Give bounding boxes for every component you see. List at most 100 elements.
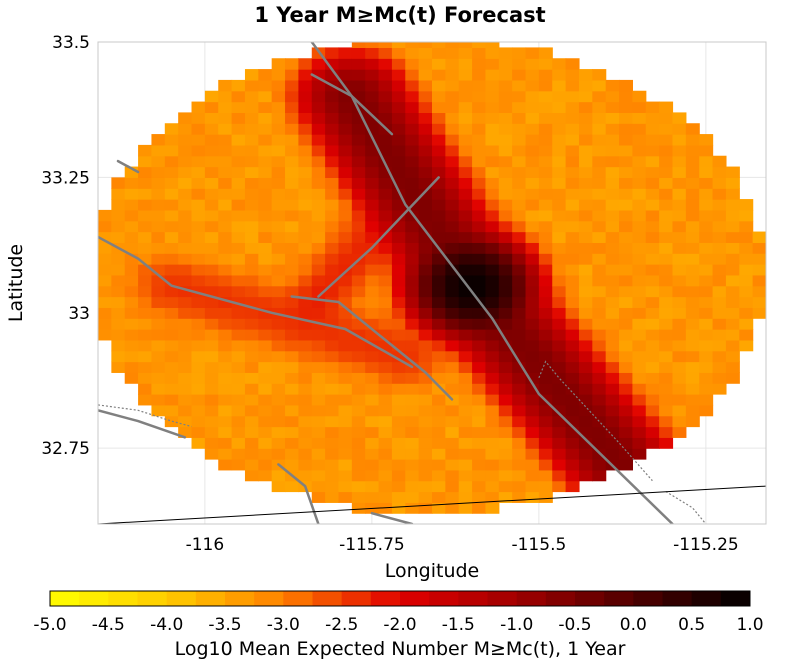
heat-cell-907 <box>432 231 446 243</box>
heat-cell-313 <box>244 285 259 298</box>
heat-cell-1015 <box>472 491 487 503</box>
heat-cell-1532 <box>645 437 660 449</box>
heat-cell-431 <box>285 274 299 287</box>
heat-cell-74 <box>151 404 166 417</box>
heat-cell-1287 <box>552 296 567 308</box>
heat-cell-1053 <box>472 79 487 92</box>
heat-cell-958 <box>445 155 460 168</box>
heat-cell-1626 <box>685 415 700 428</box>
heat-cell-414 <box>285 459 299 471</box>
heat-cell-1334 <box>565 220 580 233</box>
dotted-fault-line-2 <box>665 490 707 524</box>
colorbar-segment-9 <box>312 591 343 606</box>
heat-cell-1226 <box>525 58 540 70</box>
heat-cell-717 <box>378 383 393 395</box>
heat-cell-1223 <box>525 90 540 103</box>
heat-cell-1725 <box>739 307 754 319</box>
heat-cell-1016 <box>472 480 487 493</box>
heat-cell-590 <box>338 339 353 352</box>
heat-cell-93 <box>151 199 166 211</box>
heat-cell-1154 <box>512 383 527 395</box>
heat-cell-870 <box>418 155 433 168</box>
heat-cell-511 <box>311 285 326 298</box>
heat-cell-1721 <box>725 166 740 178</box>
heat-cell-446 <box>285 112 299 124</box>
heat-cell-1280 <box>552 372 567 384</box>
heat-cell-1052 <box>472 90 487 103</box>
heat-cell-328 <box>244 123 259 135</box>
heat-cell-1537 <box>645 383 660 395</box>
heat-cell-1181 <box>512 90 527 103</box>
heat-cell-189 <box>191 101 206 113</box>
heat-cell-981 <box>458 383 473 395</box>
heat-cell-393 <box>271 253 286 265</box>
heat-cell-805 <box>405 383 420 395</box>
fault-line-5 <box>98 409 187 439</box>
heat-cell-205 <box>204 285 219 298</box>
heat-cell-947 <box>445 274 460 287</box>
heat-cell-897 <box>432 339 446 352</box>
heat-cell-488 <box>298 90 313 103</box>
heat-cell-580 <box>338 448 353 460</box>
heat-cell-496 <box>311 448 326 460</box>
heat-cell-1539 <box>645 361 660 373</box>
heat-cell-1321 <box>565 361 580 373</box>
heat-cell-239 <box>218 296 233 308</box>
heat-cell-1689 <box>712 285 727 298</box>
heat-cell-988 <box>458 307 473 319</box>
heat-cell-1629 <box>685 383 700 395</box>
heat-cell-284 <box>231 199 246 211</box>
heat-cell-964 <box>445 90 460 103</box>
heat-cell-862 <box>418 242 433 254</box>
heat-cell-1224 <box>525 79 540 92</box>
y-tick-label-1: 33.25 <box>41 168 90 188</box>
heat-cell-1716 <box>725 220 740 233</box>
heat-cell-83 <box>151 307 166 319</box>
heat-cell-1281 <box>552 361 567 373</box>
heat-cell-1582 <box>659 242 674 254</box>
heat-cell-1259 <box>538 155 553 168</box>
heat-cell-803 <box>405 404 420 417</box>
heat-cell-1688 <box>712 296 727 308</box>
heat-cell-96 <box>151 166 166 178</box>
heat-cell-950 <box>445 242 460 254</box>
heat-cell-718 <box>378 372 393 384</box>
colorbar-segment-10 <box>341 591 372 606</box>
heat-cell-604 <box>338 188 353 200</box>
heat-cell-1508 <box>632 339 647 352</box>
heat-cell-1386 <box>578 79 593 92</box>
heat-cell-1713 <box>725 253 740 265</box>
heat-cell-785 <box>391 123 406 135</box>
heat-cell-644 <box>351 220 366 233</box>
heat-cell-908 <box>432 220 446 233</box>
colorbar-tick-label-11: 0.5 <box>678 615 705 635</box>
heat-cell-737 <box>378 166 393 178</box>
heat-cell-1138 <box>498 101 513 113</box>
heat-cell-1245 <box>538 307 553 319</box>
heat-cell-1588 <box>659 177 674 189</box>
heat-cell-333 <box>244 69 259 81</box>
heat-cell-131 <box>178 394 193 406</box>
heat-cell-597 <box>338 264 353 276</box>
heat-cell-659 <box>351 58 366 70</box>
heat-cell-474 <box>298 242 313 254</box>
heat-cell-60 <box>138 285 153 298</box>
heat-cell-1008 <box>458 90 473 103</box>
heat-cell-1125 <box>498 242 513 254</box>
heat-cell-38 <box>124 285 139 298</box>
heat-cell-722 <box>378 329 393 341</box>
heat-cell-1283 <box>552 339 567 352</box>
heat-cell-233 <box>218 361 233 373</box>
heat-cell-536 <box>325 469 340 482</box>
heat-cell-1486 <box>619 199 633 211</box>
heat-cell-30 <box>124 372 139 384</box>
heat-cell-663 <box>365 491 380 503</box>
heat-cell-800 <box>405 437 420 449</box>
heat-cell-144 <box>178 253 193 265</box>
heat-cell-181 <box>191 188 206 200</box>
heat-cell-1523 <box>632 177 647 189</box>
heat-cell-1451 <box>605 188 620 200</box>
heat-cell-861 <box>418 253 433 265</box>
heat-cell-723 <box>378 318 393 330</box>
heat-cell-1506 <box>632 361 647 373</box>
